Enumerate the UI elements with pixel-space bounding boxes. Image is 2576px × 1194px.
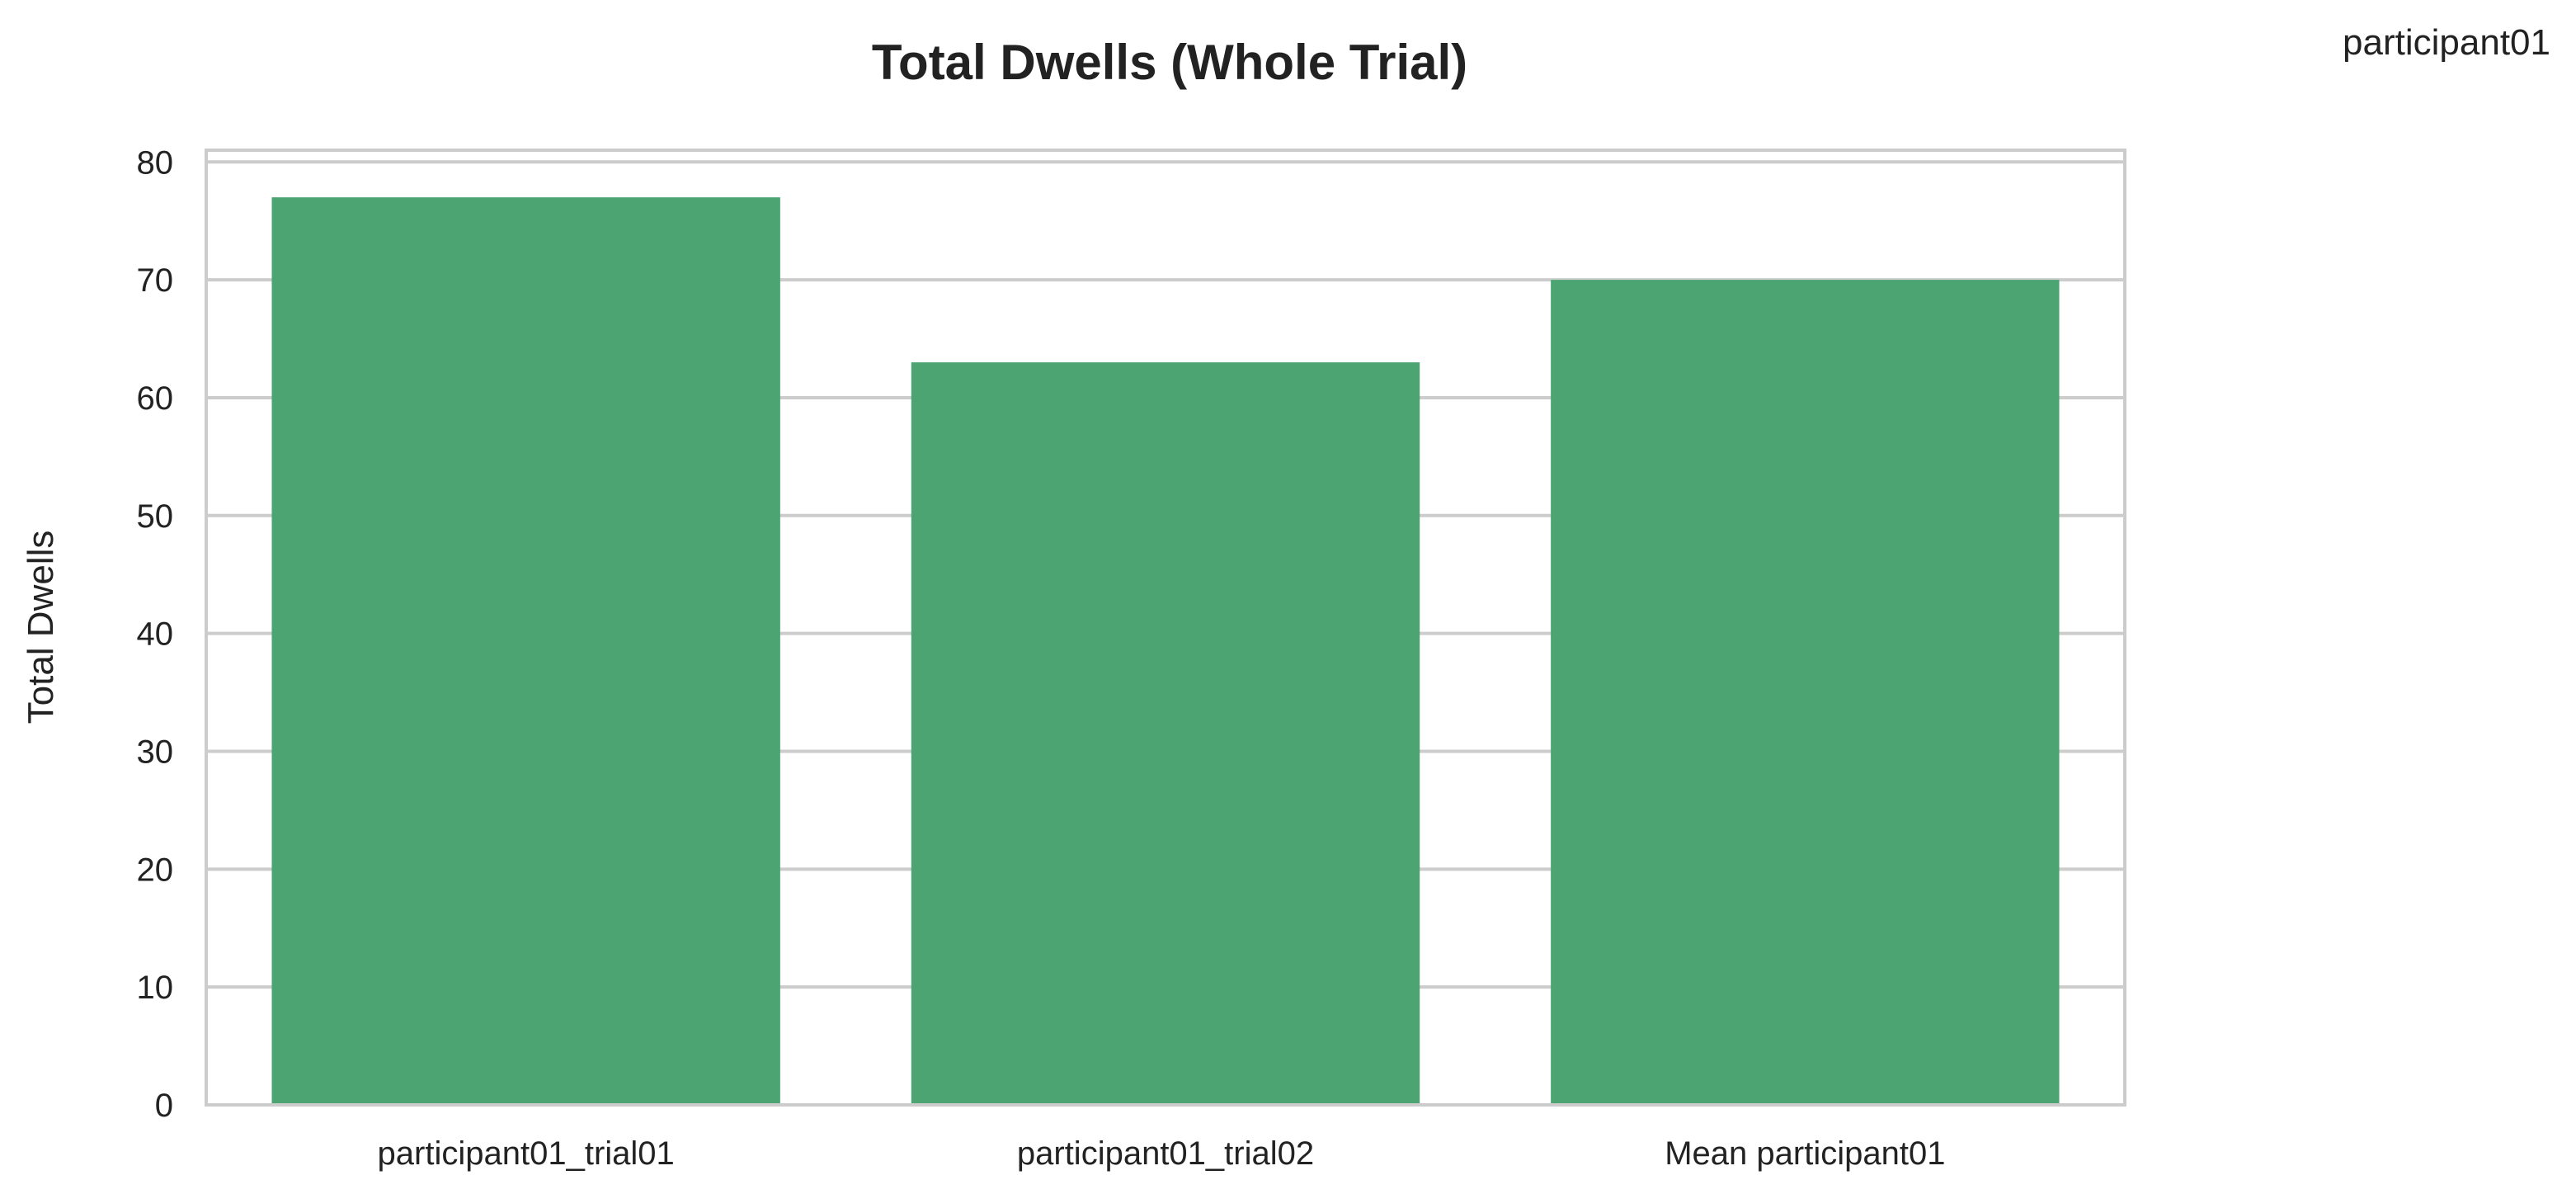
y-tick-label: 0 bbox=[155, 1088, 173, 1124]
x-tick-labels: participant01_trial01 participant01_trial… bbox=[378, 1135, 1946, 1172]
y-tick-label: 80 bbox=[137, 144, 174, 181]
y-tick-label: 50 bbox=[137, 498, 174, 535]
y-tick-label: 70 bbox=[137, 262, 174, 299]
chart-title: Total Dwells (Whole Trial) bbox=[872, 35, 1467, 90]
y-tick-label: 30 bbox=[137, 734, 174, 770]
plot-frame bbox=[205, 149, 2126, 1107]
x-tick-label: participant01_trial02 bbox=[1017, 1135, 1314, 1172]
participant-label: participant01 bbox=[2343, 22, 2550, 63]
x-tick-label: Mean participant01 bbox=[1665, 1135, 1945, 1172]
x-tick-label: participant01_trial01 bbox=[378, 1135, 675, 1172]
y-tick-labels: 0 10 20 30 40 50 60 70 80 bbox=[137, 144, 174, 1124]
bar-1 bbox=[271, 197, 780, 1106]
y-tick-label: 10 bbox=[137, 970, 174, 1006]
y-axis-label: Total Dwells bbox=[21, 531, 61, 724]
y-tick-label: 60 bbox=[137, 380, 174, 417]
bar-2 bbox=[911, 362, 1420, 1106]
bar-3 bbox=[1551, 280, 2060, 1106]
y-tick-label: 20 bbox=[137, 852, 174, 888]
bars bbox=[271, 197, 2060, 1106]
y-tick-label: 40 bbox=[137, 616, 174, 653]
